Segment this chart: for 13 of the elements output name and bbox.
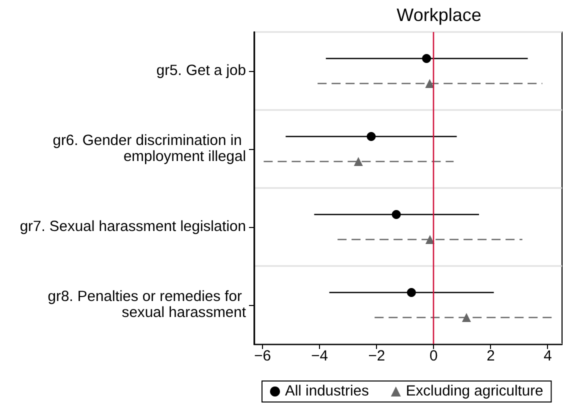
legend-label: Excluding agriculture bbox=[406, 384, 544, 400]
y-tick-label: gr6. Gender discrimination in employment illegal bbox=[52, 133, 246, 165]
x-tick-label: 4 bbox=[544, 348, 552, 364]
x-tick-label: −6 bbox=[254, 348, 271, 364]
x-tick-label: −2 bbox=[368, 348, 386, 364]
x-tick-label: 0 bbox=[430, 348, 438, 364]
y-tick-label: gr5. Get a job bbox=[156, 63, 246, 79]
y-tick-label: gr8. Penalties or remedies for sexual harassment bbox=[48, 289, 246, 321]
legend-label: All industries bbox=[285, 384, 369, 400]
chart-title: Workplace bbox=[396, 5, 482, 25]
x-tick-label: −4 bbox=[311, 348, 328, 364]
x-tick-label: 2 bbox=[486, 348, 495, 364]
y-tick-label: gr7. Sexual harassment legislation bbox=[20, 219, 246, 235]
